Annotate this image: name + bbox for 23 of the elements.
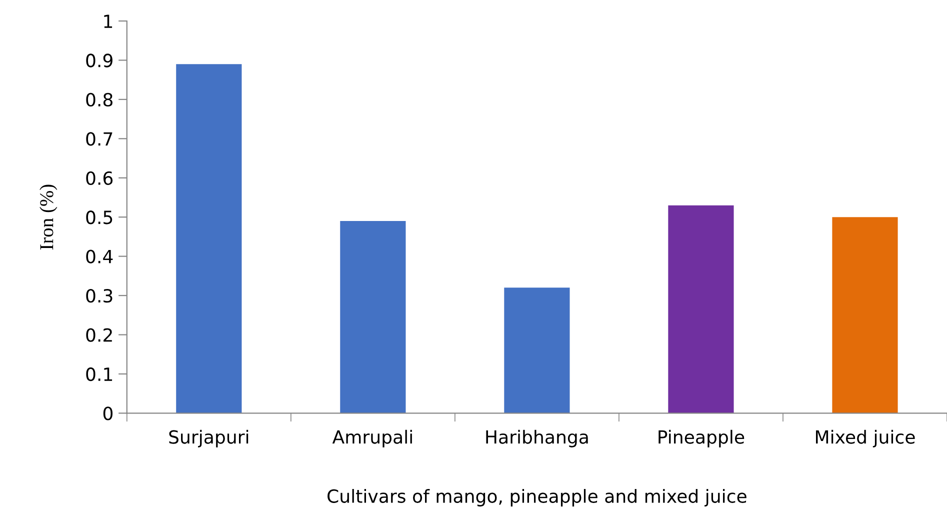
y-tick-label: 0.3 bbox=[86, 288, 112, 303]
y-tick-label: 0.8 bbox=[86, 92, 112, 107]
y-tick-label: 1 bbox=[104, 14, 112, 28]
y-tick-label: 0.6 bbox=[86, 171, 113, 185]
x-tick-label: Haribhanga bbox=[486, 430, 588, 448]
bar bbox=[176, 64, 242, 414]
y-tick-label: 0.4 bbox=[86, 250, 113, 264]
y-tick-label: 0.2 bbox=[86, 328, 112, 342]
y-tick-label: 0.7 bbox=[86, 132, 112, 146]
bar bbox=[504, 288, 570, 414]
y-tick-label: 0.5 bbox=[86, 210, 112, 224]
y-tick-label: 0 bbox=[103, 406, 113, 420]
y-tick-label: 0.1 bbox=[86, 367, 112, 382]
bar bbox=[668, 205, 734, 414]
y-tick-label: 0.9 bbox=[86, 54, 112, 68]
x-axis-title: Cultivars of mango, pineapple and mixed juice bbox=[328, 488, 746, 506]
x-tick-label: Surjapuri bbox=[169, 430, 248, 448]
x-tick-label: Mixed juice bbox=[816, 430, 915, 448]
x-tick-label: Pineapple bbox=[658, 430, 744, 448]
bar bbox=[340, 221, 406, 414]
y-axis-title: Iron (%) bbox=[40, 184, 58, 250]
bar bbox=[832, 217, 898, 414]
x-tick-label: Amrupali bbox=[332, 430, 412, 448]
